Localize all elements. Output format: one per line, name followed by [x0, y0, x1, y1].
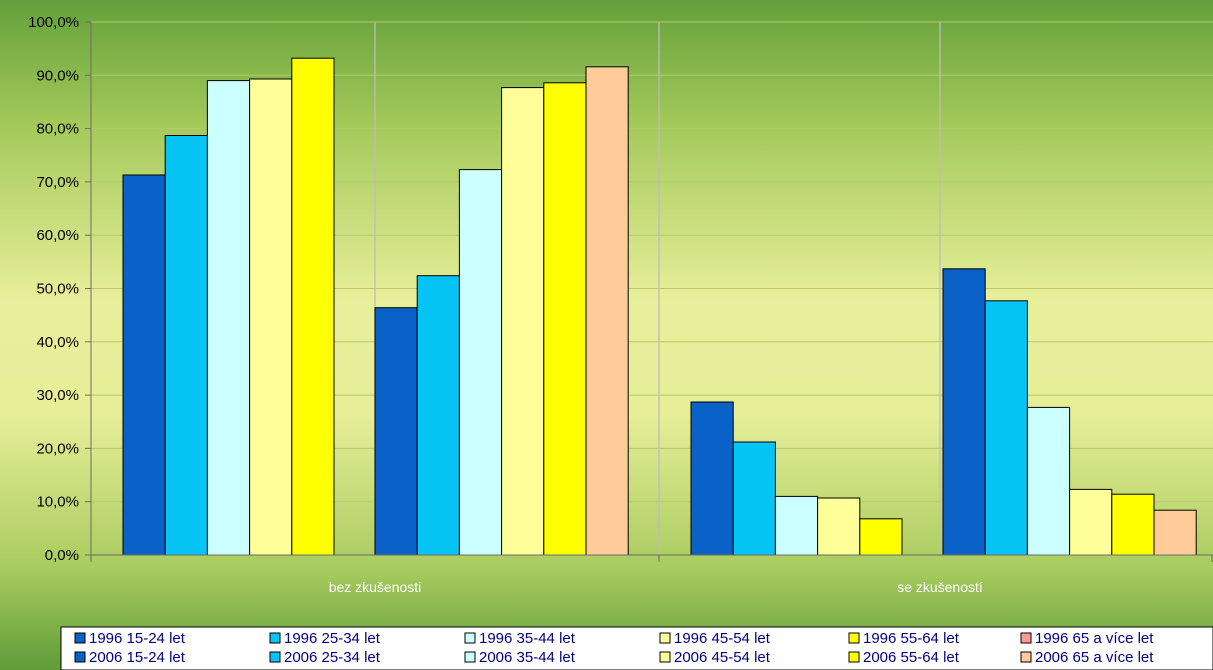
legend-swatch: [848, 651, 860, 663]
bar: [501, 87, 545, 556]
legend-label: 2006 45-54 let: [674, 649, 771, 666]
y-tick-label: 20,0%: [36, 440, 79, 457]
bar: [1111, 493, 1155, 556]
legend-swatch: [1020, 651, 1032, 663]
bar: [984, 300, 1028, 556]
y-tick-label: 30,0%: [36, 387, 79, 404]
bar: [374, 307, 418, 556]
y-tick-label: 10,0%: [36, 494, 79, 511]
y-tick-label: 0,0%: [45, 547, 79, 564]
legend-label: 1996 35-44 let: [479, 630, 576, 647]
legend-label: 2006 25-34 let: [284, 649, 381, 666]
legend: 1996 15-24 let 1996 25-34 let 1996 35-44 l…: [60, 626, 1213, 670]
legend-label: 1996 55-64 let: [863, 630, 960, 647]
legend-swatch: [269, 651, 281, 663]
legend-swatch: [74, 651, 86, 663]
bar: [690, 401, 734, 556]
bar: [732, 441, 776, 556]
category-label: se zkušeností: [897, 579, 983, 595]
bar: [1153, 509, 1197, 556]
legend-label: 2006 35-44 let: [479, 649, 576, 666]
bar: [942, 268, 986, 556]
legend-swatch: [464, 651, 476, 663]
y-tick-label: 100,0%: [28, 14, 79, 31]
legend-label: 1996 25-34 let: [284, 630, 381, 647]
y-tick-label: 40,0%: [36, 334, 79, 351]
y-tick-label: 50,0%: [36, 281, 79, 298]
legend-swatch: [659, 632, 671, 644]
legend-swatch: [1020, 632, 1032, 644]
bar: [291, 57, 335, 556]
bar: [817, 497, 861, 556]
axes: 0,0% 10,0% 20,0% 30,0% 40,0% 50,0% 60,0% 70,0% 8…: [28, 14, 1213, 595]
legend-label: 2006 65 a více let: [1035, 649, 1154, 666]
bar: [416, 275, 460, 556]
bars: [122, 57, 1197, 556]
legend-swatch: [659, 651, 671, 663]
bar: [458, 169, 503, 556]
legend-swatch: [464, 632, 476, 644]
bar: [543, 82, 587, 556]
bar: [1026, 406, 1071, 556]
legend-swatch: [269, 632, 281, 644]
legend-swatch: [848, 632, 860, 644]
bar: [859, 518, 903, 556]
legend-label: 1996 65 a více let: [1035, 630, 1154, 647]
legend-label: 2006 15-24 let: [89, 649, 186, 666]
bar: [164, 135, 208, 556]
y-tick-label: 60,0%: [36, 227, 79, 244]
category-label: bez zkušenosti: [329, 579, 422, 595]
bar: [249, 78, 293, 556]
legend-label: 1996 15-24 let: [89, 630, 186, 647]
bar: [206, 80, 251, 556]
bar: [1069, 488, 1113, 556]
legend-label: 1996 45-54 let: [674, 630, 771, 647]
y-tick-label: 80,0%: [36, 121, 79, 138]
bar: [122, 174, 166, 556]
legend-label: 2006 55-64 let: [863, 649, 960, 666]
y-tick-label: 70,0%: [36, 174, 79, 191]
y-tick-label: 90,0%: [36, 67, 79, 84]
bar: [774, 495, 819, 556]
bar: [585, 66, 629, 556]
legend-swatch: [74, 632, 86, 644]
